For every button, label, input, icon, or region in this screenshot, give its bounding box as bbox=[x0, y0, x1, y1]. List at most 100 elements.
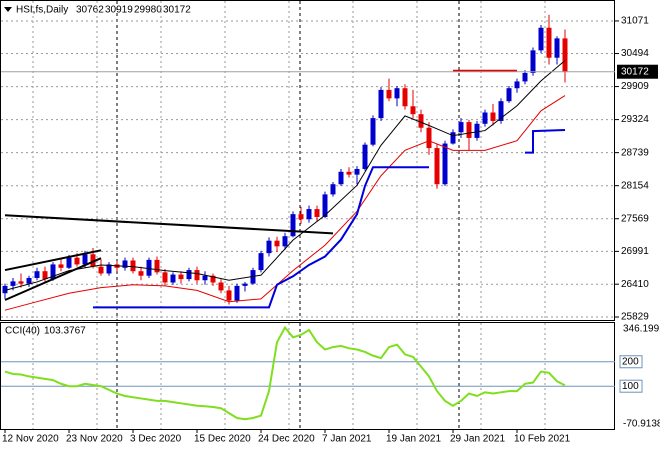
candle-body bbox=[418, 114, 424, 128]
candle-body bbox=[130, 260, 136, 272]
header-low: 29980 bbox=[134, 5, 162, 16]
candle-body bbox=[346, 171, 352, 175]
candle-body bbox=[330, 184, 336, 195]
y-tick-label: 100 bbox=[622, 381, 639, 392]
candle-body bbox=[154, 259, 160, 273]
candle-body bbox=[378, 89, 384, 119]
candle-body bbox=[18, 281, 24, 284]
candle-body bbox=[306, 209, 312, 220]
candle-body bbox=[218, 282, 224, 291]
indicator-line bbox=[4, 60, 566, 291]
y-tick-label: 30494 bbox=[621, 48, 649, 59]
y-min-label: -70.9138 bbox=[623, 419, 660, 430]
candle-body bbox=[458, 122, 464, 133]
candle-body bbox=[554, 38, 560, 58]
candle-body bbox=[34, 271, 40, 278]
candle-body bbox=[106, 264, 112, 274]
x-tick-label: 29 Jan 2021 bbox=[450, 434, 505, 445]
x-tick-label: 23 Nov 2020 bbox=[66, 434, 123, 445]
level-label-box bbox=[619, 379, 643, 393]
candle-body bbox=[90, 254, 96, 267]
candle-body bbox=[402, 88, 408, 107]
y-tick-label: 28154 bbox=[621, 180, 649, 191]
indicator-line bbox=[4, 95, 566, 311]
cci-title: CCI(40) bbox=[5, 326, 40, 337]
candle-body bbox=[442, 143, 448, 185]
y-max-label: 346.1991 bbox=[623, 324, 660, 335]
y-tick-label: 200 bbox=[622, 356, 639, 367]
candle-body bbox=[194, 270, 200, 281]
candle-body bbox=[122, 260, 128, 268]
candle-body bbox=[234, 285, 240, 301]
y-tick-label: 26410 bbox=[621, 279, 649, 290]
candle-body bbox=[42, 271, 48, 280]
x-tick-label: 12 Nov 2020 bbox=[2, 434, 59, 445]
candle-body bbox=[506, 88, 512, 102]
candle-body bbox=[66, 257, 72, 268]
candle-body bbox=[354, 168, 360, 175]
indicator-line bbox=[93, 129, 566, 309]
candle-body bbox=[546, 27, 552, 58]
candle-body bbox=[266, 240, 272, 254]
candle-body bbox=[338, 171, 344, 185]
dropdown-arrow[interactable] bbox=[4, 7, 12, 12]
candle-body bbox=[538, 27, 544, 51]
candle-body bbox=[58, 264, 64, 268]
candle-body bbox=[170, 274, 176, 283]
candle-body bbox=[186, 270, 192, 280]
candle-body bbox=[26, 277, 32, 284]
candle-body bbox=[298, 214, 304, 220]
header-high: 30919 bbox=[105, 5, 133, 16]
x-tick-label: 3 Dec 2020 bbox=[130, 434, 182, 445]
cci-panel-frame bbox=[0, 322, 615, 430]
candle-body bbox=[138, 271, 144, 276]
y-tick-label: 28739 bbox=[621, 147, 649, 158]
candle-body bbox=[2, 285, 8, 294]
candle-body bbox=[242, 283, 248, 286]
y-tick-label: 29324 bbox=[621, 114, 649, 125]
main-panel-frame bbox=[0, 0, 615, 321]
x-tick-label: 10 Feb 2021 bbox=[514, 434, 571, 445]
candle-body bbox=[210, 275, 216, 283]
candle-body bbox=[530, 50, 536, 73]
candle-body bbox=[426, 127, 432, 149]
cci-value: 103.3767 bbox=[44, 326, 86, 337]
header-open: 30762 bbox=[76, 5, 104, 16]
candle-body bbox=[362, 144, 368, 169]
candle-body bbox=[410, 106, 416, 115]
candle-body bbox=[562, 38, 568, 72]
candle-body bbox=[202, 275, 208, 281]
symbol-title: HSI,fs,Daily bbox=[16, 5, 68, 16]
candle-body bbox=[514, 81, 520, 89]
trendline bbox=[4, 249, 102, 272]
candle-body bbox=[282, 236, 288, 247]
candle-body bbox=[74, 257, 80, 265]
candle-body bbox=[290, 214, 296, 237]
trendline bbox=[4, 257, 102, 301]
candle-body bbox=[162, 272, 168, 283]
level-label-box bbox=[619, 355, 643, 369]
candle-body bbox=[314, 209, 320, 217]
candle-body bbox=[370, 118, 376, 145]
candle-body bbox=[490, 112, 496, 121]
trendline bbox=[4, 214, 334, 235]
candle-body bbox=[82, 254, 88, 265]
x-tick-label: 19 Jan 2021 bbox=[386, 434, 441, 445]
candle-body bbox=[226, 290, 232, 301]
y-tick-label: 31071 bbox=[621, 16, 649, 27]
candle-body bbox=[98, 266, 104, 274]
candle-body bbox=[322, 194, 328, 217]
candle-body bbox=[474, 123, 480, 138]
x-tick-label: 24 Dec 2020 bbox=[258, 434, 315, 445]
x-tick-label: 7 Jan 2021 bbox=[322, 434, 372, 445]
y-tick-label: 27569 bbox=[621, 213, 649, 224]
header-close: 30172 bbox=[163, 5, 191, 16]
candle-body bbox=[394, 88, 400, 99]
price-label: 30172 bbox=[621, 66, 649, 77]
candle-body bbox=[258, 253, 264, 271]
x-tick-label: 15 Dec 2020 bbox=[194, 434, 251, 445]
candle-body bbox=[466, 122, 472, 138]
y-tick-label: 29909 bbox=[621, 81, 649, 92]
candle-body bbox=[178, 274, 184, 280]
